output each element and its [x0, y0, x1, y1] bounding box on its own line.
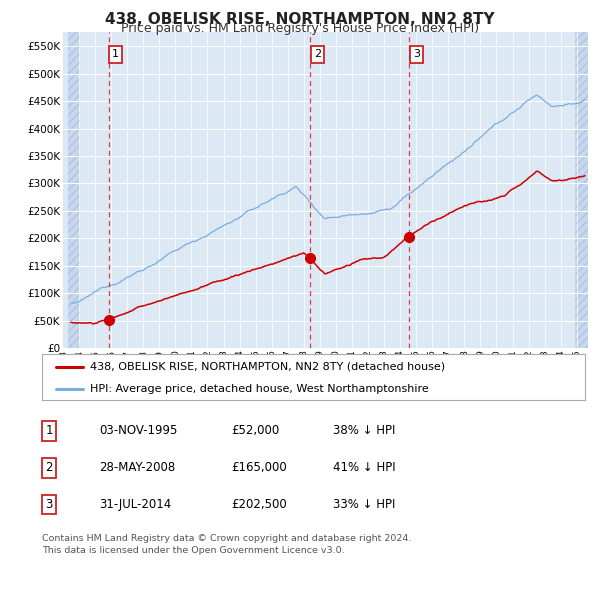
Text: 2: 2 [46, 461, 53, 474]
Text: 2: 2 [314, 50, 321, 60]
Text: 33% ↓ HPI: 33% ↓ HPI [333, 498, 395, 511]
Text: 3: 3 [46, 498, 53, 511]
Text: 438, OBELISK RISE, NORTHAMPTON, NN2 8TY: 438, OBELISK RISE, NORTHAMPTON, NN2 8TY [105, 12, 495, 27]
Text: HPI: Average price, detached house, West Northamptonshire: HPI: Average price, detached house, West… [90, 384, 428, 394]
Text: 1: 1 [46, 424, 53, 437]
Text: Price paid vs. HM Land Registry's House Price Index (HPI): Price paid vs. HM Land Registry's House … [121, 22, 479, 35]
Text: 1: 1 [112, 50, 119, 60]
Text: Contains HM Land Registry data © Crown copyright and database right 2024.
This d: Contains HM Land Registry data © Crown c… [42, 534, 412, 555]
Text: 438, OBELISK RISE, NORTHAMPTON, NN2 8TY (detached house): 438, OBELISK RISE, NORTHAMPTON, NN2 8TY … [90, 362, 445, 372]
Bar [68, 32, 80, 348]
Text: 28-MAY-2008: 28-MAY-2008 [99, 461, 175, 474]
Text: £52,000: £52,000 [231, 424, 279, 437]
Text: 03-NOV-1995: 03-NOV-1995 [99, 424, 178, 437]
Text: 31-JUL-2014: 31-JUL-2014 [99, 498, 171, 511]
Bar [575, 32, 588, 348]
Text: 41% ↓ HPI: 41% ↓ HPI [333, 461, 395, 474]
Text: 38% ↓ HPI: 38% ↓ HPI [333, 424, 395, 437]
Text: 3: 3 [413, 50, 420, 60]
Text: £165,000: £165,000 [231, 461, 287, 474]
Text: £202,500: £202,500 [231, 498, 287, 511]
